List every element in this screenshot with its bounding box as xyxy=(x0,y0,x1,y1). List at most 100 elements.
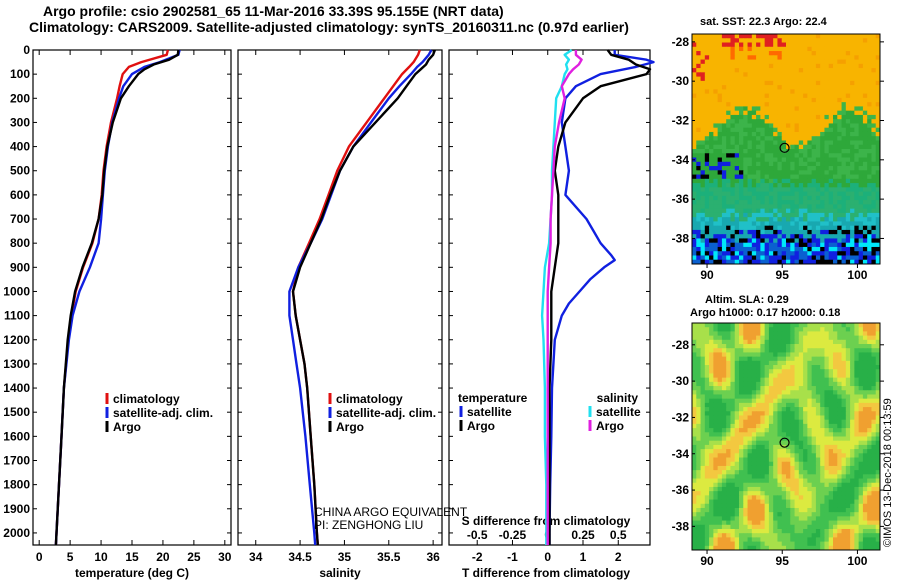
map-cell xyxy=(875,63,880,69)
map-cell xyxy=(807,225,813,231)
map-cell xyxy=(794,97,800,103)
map-cell xyxy=(704,63,710,69)
map-cell xyxy=(717,191,723,197)
map-cell xyxy=(739,369,744,374)
map-cell xyxy=(850,503,855,509)
map-cell xyxy=(773,381,778,387)
map-cell xyxy=(747,461,753,467)
map-cell xyxy=(704,436,710,442)
map-cell xyxy=(794,344,800,349)
map-cell xyxy=(696,486,702,492)
map-cell xyxy=(730,34,736,39)
map-cell xyxy=(764,72,770,78)
map-cell xyxy=(786,85,791,90)
map-cell xyxy=(824,178,830,184)
map-cell xyxy=(875,520,880,526)
map-cell xyxy=(764,398,770,404)
map-cell xyxy=(850,119,855,124)
map-cell xyxy=(747,34,753,39)
map-cell xyxy=(858,166,864,171)
x-tick-label: 35.5 xyxy=(377,550,401,564)
map-cell xyxy=(871,208,877,214)
map-cell xyxy=(837,123,843,129)
map-cell xyxy=(717,545,723,550)
map-cell xyxy=(794,381,800,387)
map-cell xyxy=(743,200,749,205)
map-cell xyxy=(773,507,778,513)
map-cell xyxy=(837,144,843,150)
map-cell xyxy=(824,157,830,163)
map-cell xyxy=(692,360,697,366)
map-cell xyxy=(841,524,847,530)
map-cell xyxy=(768,503,774,509)
map-cell xyxy=(841,390,847,395)
map-cell xyxy=(790,449,796,454)
map-cell xyxy=(768,200,774,205)
map-cell xyxy=(798,221,804,227)
map-cell xyxy=(739,76,744,82)
map-cell xyxy=(777,166,783,171)
map-cell xyxy=(756,225,761,231)
map-cell xyxy=(696,415,702,421)
map-cell xyxy=(798,217,804,222)
map-cell xyxy=(756,119,761,124)
map-cell xyxy=(764,440,770,446)
map-cell xyxy=(815,398,821,404)
map-cell xyxy=(824,259,830,264)
map-cell xyxy=(739,97,744,103)
map-cell xyxy=(837,80,843,86)
map-cell xyxy=(815,259,821,264)
map-cell xyxy=(777,339,783,345)
map-cell xyxy=(739,499,744,505)
map-cell xyxy=(692,42,697,48)
map-cell xyxy=(871,503,877,509)
map-cell xyxy=(862,478,868,484)
map-cell xyxy=(850,217,855,222)
map-cell xyxy=(798,34,804,39)
map-cell xyxy=(747,46,753,52)
map-cell xyxy=(798,229,804,235)
map-cell xyxy=(764,246,770,252)
map-cell xyxy=(875,110,880,116)
map-cell xyxy=(815,97,821,103)
map-cell xyxy=(743,204,749,210)
map-cell xyxy=(768,331,774,337)
map-cell xyxy=(768,486,774,492)
map-cell xyxy=(828,457,834,463)
map-cell xyxy=(781,204,787,210)
map-cell xyxy=(811,444,817,450)
map-cell xyxy=(833,204,838,210)
map-cell xyxy=(756,432,761,437)
map-cell xyxy=(811,470,817,475)
map-cell xyxy=(875,432,880,437)
map-cell xyxy=(862,72,868,78)
map-cell xyxy=(760,516,766,522)
map-cell xyxy=(862,114,868,120)
map-cell xyxy=(790,178,796,184)
map-cell xyxy=(743,444,749,450)
map-cell xyxy=(858,507,864,513)
map-cell xyxy=(845,149,851,154)
map-cell xyxy=(704,221,710,227)
map-cell xyxy=(773,524,778,530)
map-cell xyxy=(841,153,847,159)
map-cell xyxy=(786,204,791,210)
map-cell xyxy=(709,474,714,480)
map-cell xyxy=(798,178,804,184)
map-cell xyxy=(743,373,749,379)
map-cell xyxy=(751,352,757,358)
map-cell xyxy=(837,449,843,454)
map-cell xyxy=(726,119,731,124)
depth-tick-label: 1300 xyxy=(3,357,30,371)
map-cell xyxy=(764,356,770,362)
map-cell xyxy=(807,234,813,239)
map-cell xyxy=(768,144,774,150)
map-cell xyxy=(781,344,787,349)
map-cell xyxy=(713,131,719,137)
map-cell xyxy=(768,541,774,547)
map-cell xyxy=(739,423,744,429)
map-cell xyxy=(858,356,864,362)
map-cell xyxy=(768,327,774,332)
map-cell xyxy=(721,123,727,129)
map-cell xyxy=(709,144,714,150)
